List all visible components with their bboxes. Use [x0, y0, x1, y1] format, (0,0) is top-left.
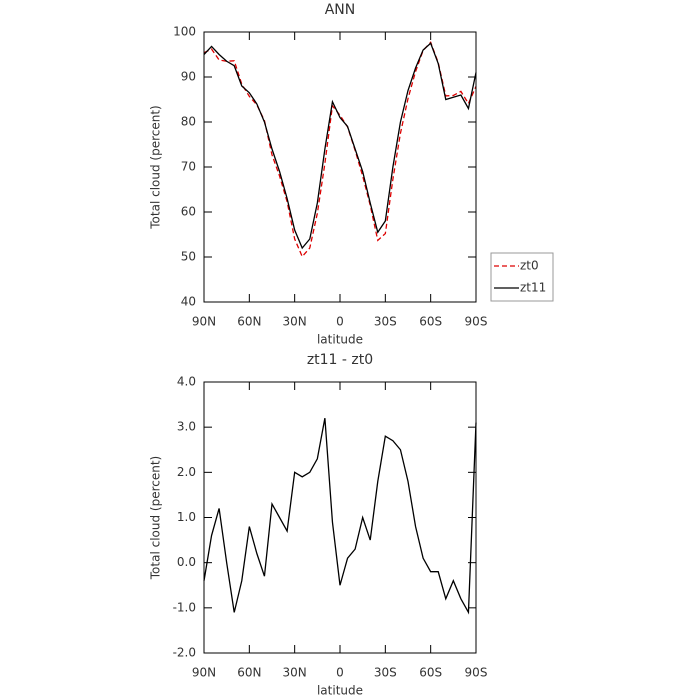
x-tick-label: 90S [465, 666, 488, 680]
legend-box [490, 252, 554, 302]
plot-frame [203, 381, 477, 654]
data-line [203, 41, 477, 258]
y-tick-label: 40 [181, 295, 196, 309]
chart-title: zt11 - zt0 [307, 352, 373, 368]
y-tick-label: 60 [181, 205, 196, 219]
x-tick-label: 30S [374, 315, 397, 329]
x-tick-label: 60S [419, 315, 442, 329]
y-axis-label: Total cloud (percent) [149, 456, 163, 580]
x-tick-label: 0 [336, 315, 344, 329]
x-tick-label: 30N [283, 315, 307, 329]
x-tick-label: 60N [237, 666, 261, 680]
x-tick-label: 90N [192, 315, 216, 329]
x-tick-label: 30S [374, 666, 397, 680]
data-line [203, 42, 477, 250]
y-tick-label: 1.0 [177, 510, 196, 524]
y-tick-label: 0.0 [177, 555, 196, 569]
y-tick-label: -2.0 [173, 646, 196, 660]
x-tick-label: 90N [192, 666, 216, 680]
x-axis-label: latitude [317, 333, 363, 347]
y-axis-label: Total cloud (percent) [149, 105, 163, 229]
y-tick-label: 4.0 [177, 375, 196, 389]
y-tick-label: 90 [181, 70, 196, 84]
data-line [203, 418, 477, 615]
y-tick-label: 2.0 [177, 465, 196, 479]
x-tick-label: 30N [283, 666, 307, 680]
x-axis-label: latitude [317, 684, 363, 698]
y-tick-label: 50 [181, 250, 196, 264]
legend-label: zt0 [520, 259, 539, 273]
x-tick-label: 90S [465, 315, 488, 329]
y-tick-label: 3.0 [177, 420, 196, 434]
x-tick-label: 60N [237, 315, 261, 329]
legend-label: zt11 [520, 281, 546, 295]
y-tick-label: 70 [181, 160, 196, 174]
y-tick-label: -1.0 [173, 600, 196, 614]
plot-frame [203, 31, 477, 303]
x-tick-label: 0 [336, 666, 344, 680]
x-tick-label: 60S [419, 666, 442, 680]
y-tick-label: 100 [173, 25, 196, 39]
chart-title: ANN [325, 2, 356, 18]
y-tick-label: 80 [181, 115, 196, 129]
